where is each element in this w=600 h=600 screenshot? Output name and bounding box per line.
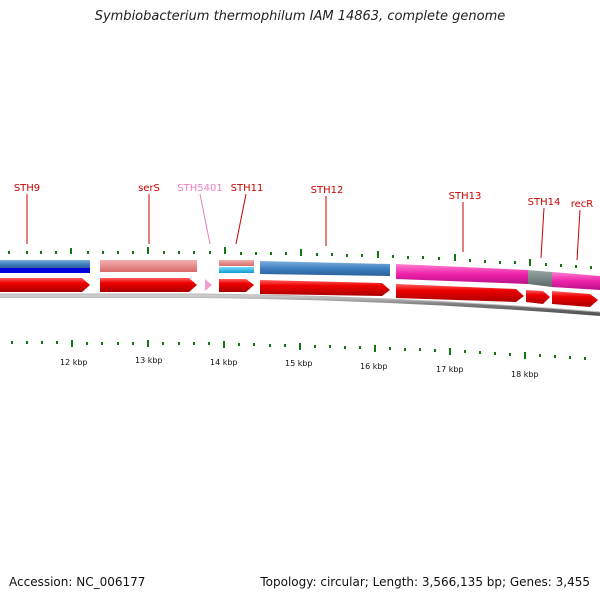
genome-backbone <box>0 294 600 316</box>
magenta-feature-sth13[interactable] <box>396 264 528 284</box>
gene-label-sth12[interactable]: STH12 <box>311 185 344 196</box>
gene-arrow-sth5401[interactable] <box>205 279 212 291</box>
scale-label-17kbp: 17 kbp <box>436 365 464 374</box>
gene-arrow-sth13[interactable] <box>396 284 524 302</box>
scale-label-16kbp: 16 kbp <box>360 362 388 371</box>
lower-tick-row <box>11 340 586 360</box>
feature-track-upper <box>0 260 600 290</box>
gene-arrow-recr[interactable] <box>552 291 598 307</box>
gene-arrow-sth14[interactable] <box>526 290 550 304</box>
gene-arrow-track <box>0 278 598 307</box>
salmon-feature-sth11[interactable] <box>219 260 254 266</box>
genome-summary: Topology: circular; Length: 3,566,135 bp… <box>260 575 590 589</box>
gene-label-sth13[interactable]: STH13 <box>449 191 482 202</box>
gene-arrow-sth12[interactable] <box>260 280 390 296</box>
scale-label-14kbp: 14 kbp <box>210 358 238 367</box>
genome-title: Symbiobacterium thermophilum IAM 14863, … <box>94 9 506 24</box>
scale-label-13kbp: 13 kbp <box>135 356 163 365</box>
blue-feature-left[interactable] <box>0 260 90 268</box>
gene-label-sers[interactable]: serS <box>138 183 160 194</box>
cyan-feature-sth11[interactable] <box>219 267 254 273</box>
gene-label-sth5401[interactable]: STH5401 <box>177 183 222 194</box>
upper-tick-row <box>8 247 592 269</box>
gene-label-sth14[interactable]: STH14 <box>528 197 561 208</box>
gene-label-sth11[interactable]: STH11 <box>231 183 264 194</box>
accession-label: Accession: NC_006177 <box>9 575 146 589</box>
magenta-feature-recr[interactable] <box>552 272 600 290</box>
scale-label-15kbp: 15 kbp <box>285 359 313 368</box>
dark-blue-feature-left[interactable] <box>0 268 90 273</box>
gene-labels: STH9 serS STH5401 STH11 STH12 STH13 STH1… <box>14 183 593 210</box>
scale-labels: 12 kbp 13 kbp 14 kbp 15 kbp 16 kbp 17 kb… <box>60 356 539 379</box>
gray-feature-sth14[interactable] <box>528 270 552 287</box>
gene-arrow-sers[interactable] <box>100 278 197 292</box>
gene-arrow-sth9[interactable] <box>0 278 90 292</box>
scale-label-12kbp: 12 kbp <box>60 358 88 367</box>
gene-arrow-sth11[interactable] <box>219 279 254 292</box>
salmon-feature-sers[interactable] <box>100 260 197 272</box>
blue-feature-sth12[interactable] <box>260 261 390 276</box>
genome-backbone-edge <box>0 293 600 313</box>
gene-label-sth9[interactable]: STH9 <box>14 183 40 194</box>
scale-label-18kbp: 18 kbp <box>511 370 539 379</box>
gene-label-recr[interactable]: recR <box>571 199 594 210</box>
gene-label-leaders <box>26 193 581 261</box>
